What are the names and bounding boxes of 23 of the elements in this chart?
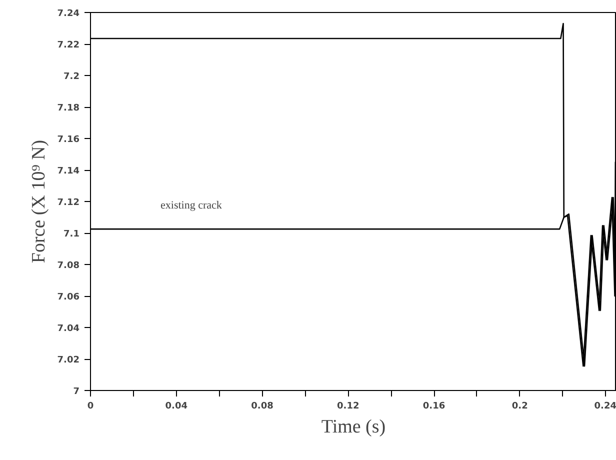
x-axis-title: Time (s) xyxy=(321,416,386,438)
y-tick-label: 7.04 xyxy=(57,324,80,334)
y-tick-label: 7.18 xyxy=(57,104,80,114)
x-tick-label: 0 xyxy=(87,402,94,412)
y-axis-title: Force (X 10⁹ N) xyxy=(28,140,50,264)
y-tick-label: 7.06 xyxy=(57,292,80,302)
x-tick-label: 0.08 xyxy=(251,402,274,412)
x-tick-label: 0.12 xyxy=(337,402,360,412)
annotation: existing crack xyxy=(160,200,222,212)
x-tick-label: 0.04 xyxy=(165,402,188,412)
y-tick-label: 7.22 xyxy=(57,40,80,50)
y-tick-label: 7.1 xyxy=(64,230,80,240)
y-tick-label: 7 xyxy=(73,387,80,397)
y-tick-label: 7.2 xyxy=(64,72,80,82)
y-tick-label: 7.08 xyxy=(57,261,80,271)
x-tick-label: 0.24 xyxy=(594,402,616,412)
y-tick-label: 7.14 xyxy=(57,166,80,176)
y-tick-label: 7.16 xyxy=(57,135,80,145)
x-tick-label: 0.16 xyxy=(422,402,446,412)
y-tick-label: 7.24 xyxy=(57,9,80,19)
y-tick-label: 7.12 xyxy=(57,198,80,208)
x-tick-label: 0.2 xyxy=(512,402,528,412)
y-tick-label: 7.02 xyxy=(57,356,80,366)
